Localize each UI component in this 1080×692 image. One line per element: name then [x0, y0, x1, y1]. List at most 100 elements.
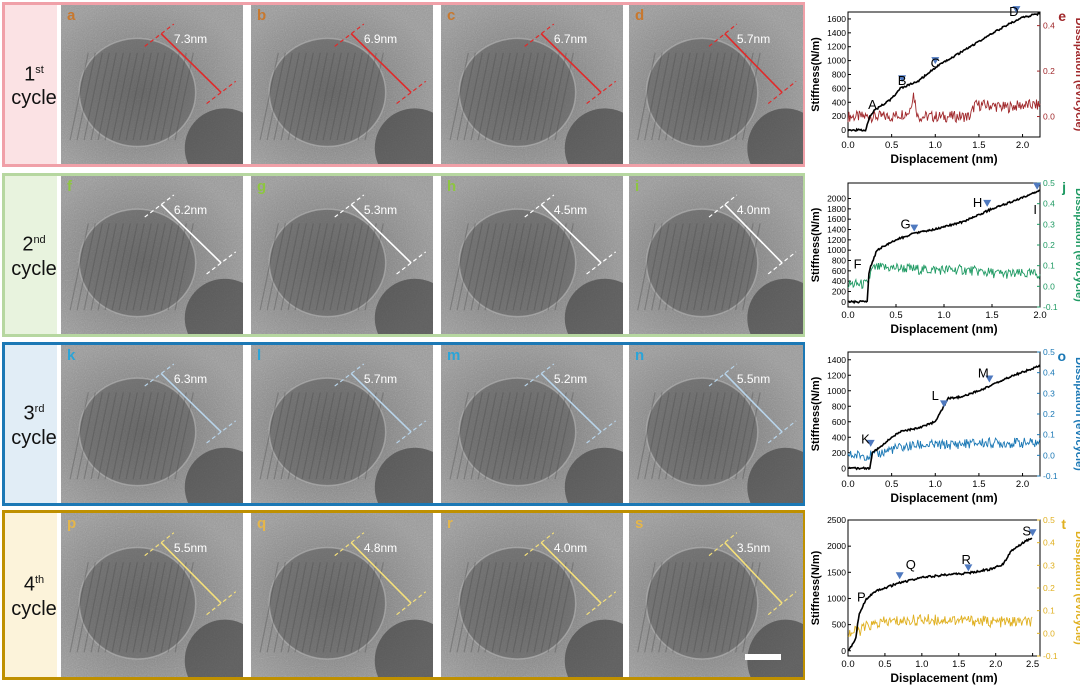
size-measurement: 4.8nm [363, 540, 398, 555]
tem-micrograph [61, 513, 243, 677]
tem-panel-m: m 5.2nm [441, 345, 623, 503]
size-measurement: 5.7nm [736, 32, 771, 47]
y2-tick-label: -0.1 [1043, 471, 1058, 481]
arrow-marker-icon [940, 400, 948, 408]
panel-label: c [447, 7, 456, 24]
y-tick-label: 200 [832, 287, 846, 297]
x-tick-label: 1.0 [929, 479, 942, 490]
x-tick-label: 2.0 [989, 659, 1002, 670]
y2-axis-label: Dissipation (eV/cycle) [1073, 188, 1080, 302]
arrow-marker-icon [1028, 529, 1037, 537]
stiffness-series [847, 537, 1033, 652]
tem-micrograph [441, 345, 623, 503]
tem-micrograph [629, 5, 803, 164]
y-tick-label: 800 [832, 256, 846, 266]
x-tick-label: 1.5 [985, 310, 998, 321]
cycle-number: 3 [23, 402, 35, 425]
y2-tick-label: 0.4 [1043, 21, 1055, 31]
y2-tick-label: 0.2 [1043, 409, 1055, 419]
cycle-number: 4 [23, 573, 35, 596]
size-measurement: 6.2nm [173, 202, 208, 217]
tem-micrograph [441, 176, 623, 334]
plot-frame [847, 519, 1041, 657]
tem-micrograph [441, 513, 623, 677]
arrow-marker-icon [983, 199, 992, 207]
y2-tick-label: 0.0 [1043, 281, 1055, 291]
y2-tick-label: 0.2 [1043, 66, 1055, 76]
cycle-word: cycle [11, 426, 57, 449]
point-label: S [1022, 524, 1031, 539]
x-tick-label: 1.5 [972, 479, 985, 490]
cycle-ordinal: rd [34, 403, 45, 415]
y2-tick-label: 0.5 [1043, 178, 1055, 188]
chart-e: e 0.0 0.5 1.0 1.5 2.0 0 200 400 600 800 1000 1200 140… [808, 2, 1080, 167]
y-tick-label: 800 [832, 401, 846, 411]
y-tick-label: 600 [832, 417, 846, 427]
x-tick-label: 0.0 [841, 479, 854, 490]
cycle-number: 1 [24, 63, 36, 86]
x-tick-label: 0.0 [841, 310, 854, 321]
x-tick-label: 2.5 [1026, 659, 1039, 670]
point-label: A [868, 97, 877, 112]
scale-bar [745, 654, 781, 660]
y2-tick-label: 0.5 [1043, 347, 1055, 357]
tem-micrograph [61, 345, 243, 503]
x-tick-label: 2.0 [1016, 479, 1029, 490]
cycle-word: cycle [11, 257, 57, 280]
y-tick-label: 1200 [827, 42, 846, 52]
point-label: H [973, 195, 982, 210]
panel-label: p [67, 515, 77, 532]
cycle-label: 1st cycle [8, 58, 60, 111]
tem-micrograph [61, 176, 243, 334]
size-measurement: 6.9nm [363, 32, 398, 47]
panel-label: n [635, 347, 645, 364]
y-tick-label: 1000 [827, 386, 846, 396]
chart-svg: e 0.0 0.5 1.0 1.5 2.0 0 200 400 600 800 1000 1200 140… [810, 4, 1080, 166]
y-tick-label: 200 [832, 111, 846, 121]
chart-o: o 0.0 0.5 1.0 1.5 2.0 0 200 400 600 800 1000 1200 140… [808, 342, 1080, 506]
point-label: F [854, 256, 862, 271]
dissipation-series [847, 262, 1041, 290]
x-tick-label: 1.5 [952, 659, 965, 670]
chart-svg: j 0.0 0.5 1.0 1.5 2.0 020040060080010001200140… [810, 178, 1080, 336]
y-tick-label: 600 [832, 83, 846, 93]
point-label: R [961, 552, 970, 567]
y-tick-label: 0 [841, 646, 846, 656]
y2-tick-label: -0.1 [1043, 302, 1058, 312]
y-axis-label: Stiffness(N/m) [810, 37, 822, 112]
size-measurement: 3.5nm [736, 540, 771, 555]
x-tick-label: 2.0 [1033, 310, 1046, 321]
cycle-row-4: 4th cycle p 5.5nm q 4.8nm r 4.0nm s 3.5nm [2, 510, 805, 680]
chart-j: j 0.0 0.5 1.0 1.5 2.0 0 200 400 600 800 1000 1200 140… [808, 173, 1080, 337]
stiffness-series [847, 189, 1041, 305]
tem-panel-c: c 6.7nm [441, 5, 623, 164]
y2-tick-label: 0.3 [1043, 219, 1055, 229]
point-label: Q [906, 557, 916, 572]
panel-label: b [257, 7, 267, 24]
panel-label: s [635, 515, 644, 532]
panel-label: g [257, 178, 267, 195]
point-label: C [931, 56, 940, 71]
tem-micrograph [629, 513, 803, 677]
panel-label: a [67, 7, 76, 24]
stiffness-series [848, 364, 1041, 471]
y2-tick-label: 0.1 [1043, 261, 1055, 271]
x-tick-label: 0.5 [885, 479, 898, 490]
y-tick-label: 1200 [827, 370, 846, 380]
point-label: P [857, 590, 866, 605]
y2-axis-label: Dissipation (eV/cycle) [1073, 531, 1080, 645]
panel-label: i [635, 178, 640, 195]
arrow-marker-icon [985, 375, 994, 383]
cycle-row-3: 3rd cycle k 6.3nm l 5.7nm m 5.2nm n 5.5nm [2, 342, 805, 506]
point-label: I [1033, 202, 1037, 217]
y-tick-label: 800 [832, 70, 846, 80]
point-label: L [932, 388, 939, 403]
dissipation-series [847, 436, 1041, 461]
x-axis-label: Displacement (nm) [890, 322, 997, 336]
cycle-label: 4th cycle [8, 568, 60, 621]
y2-tick-label: 0.5 [1043, 515, 1055, 525]
y2-tick-label: 0.1 [1043, 430, 1055, 440]
chart-panel-label: t [1061, 516, 1066, 532]
x-tick-label: 0.0 [841, 659, 854, 670]
x-tick-label: 1.0 [937, 310, 950, 321]
